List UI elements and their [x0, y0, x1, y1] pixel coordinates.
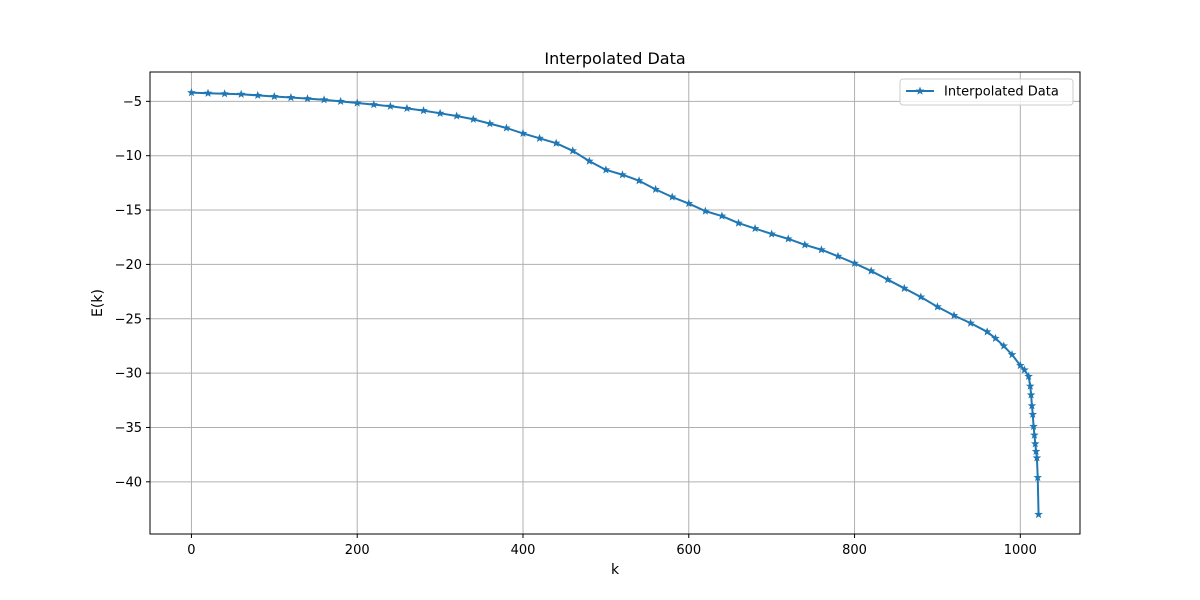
- data-point-star: [485, 119, 495, 128]
- data-point-star: [949, 311, 959, 320]
- data-point-star: [833, 251, 843, 260]
- data-point-star: [236, 89, 246, 98]
- data-point-star: [352, 98, 362, 107]
- legend-star-icon: [915, 86, 925, 95]
- data-point-star: [1007, 350, 1017, 359]
- x-tick-label: 1000: [1004, 543, 1037, 558]
- data-point-star: [900, 283, 909, 292]
- y-axis-label: E(k): [90, 289, 106, 317]
- data-point-star: [303, 94, 312, 103]
- data-point-star: [435, 108, 445, 117]
- data-point-star: [1030, 430, 1039, 439]
- data-point-star: [1024, 371, 1033, 381]
- y-tick-label: −25: [115, 312, 142, 327]
- data-point-star: [1026, 390, 1036, 399]
- data-point-star: [667, 192, 677, 201]
- y-tick-label: −30: [115, 367, 142, 382]
- y-tick-label: −15: [115, 204, 142, 219]
- data-point-star: [518, 128, 528, 138]
- data-point-star: [187, 88, 196, 97]
- x-axis-label: k: [611, 562, 620, 578]
- y-tick-label: −10: [115, 149, 142, 164]
- y-tick-label: −35: [115, 421, 142, 436]
- data-point-star: [1030, 439, 1040, 448]
- legend-label: Interpolated Data: [944, 85, 1059, 100]
- data-point-star: [336, 96, 345, 105]
- y-tick-label: −20: [115, 258, 142, 273]
- data-point-star: [634, 176, 644, 185]
- data-point-star: [601, 165, 611, 174]
- y-tick-label: −5: [123, 95, 142, 110]
- data-point-star: [883, 275, 892, 284]
- data-point-star: [734, 218, 743, 227]
- data-point-star: [319, 95, 329, 104]
- data-point-star: [585, 156, 594, 165]
- data-point-star: [999, 341, 1009, 350]
- data-point-star: [286, 93, 296, 102]
- data-point-star: [220, 89, 229, 98]
- data-point-star: [750, 224, 760, 233]
- data-point-star: [701, 206, 710, 215]
- data-point-star: [966, 318, 975, 327]
- plot-frame: [149, 71, 1081, 535]
- data-point-star: [866, 266, 876, 275]
- data-point-star: [933, 302, 942, 311]
- data-point-star: [817, 245, 826, 254]
- data-point-star: [402, 103, 412, 113]
- data-point-star: [684, 199, 694, 208]
- data-point-star: [916, 292, 926, 301]
- data-point-star: [568, 146, 578, 155]
- chart-title: Interpolated Data: [544, 49, 685, 68]
- series-layer: [187, 88, 1043, 519]
- data-point-star: [991, 333, 1000, 342]
- data-point-star: [1028, 409, 1038, 419]
- data-point-star: [203, 88, 213, 97]
- data-point-star: [551, 138, 561, 147]
- data-point-star: [502, 123, 511, 132]
- data-point-star: [369, 100, 379, 109]
- legend: Interpolated Data: [899, 78, 1074, 106]
- data-point-star: [1034, 509, 1043, 519]
- data-point-star: [618, 170, 627, 179]
- x-tick-label: 200: [345, 543, 370, 558]
- data-point-star: [1027, 401, 1037, 410]
- data-point-star: [386, 101, 395, 110]
- data-point-star: [767, 229, 776, 238]
- data-point-star: [1025, 381, 1035, 390]
- data-point-star: [452, 111, 461, 120]
- ticks: 0 200 400 600 800 1000 −5 −10 −15 −20 −25 −30 −35 −40: [115, 95, 1037, 558]
- data-point-star: [783, 234, 793, 243]
- data-point-star: [651, 184, 660, 194]
- data-point-star: [468, 114, 478, 123]
- data-point-star: [1020, 365, 1029, 374]
- data-point-star: [1029, 421, 1038, 431]
- legend-box: [899, 78, 1074, 106]
- data-point-star: [1031, 446, 1041, 456]
- data-point-star: [419, 106, 428, 115]
- data-point-star: [717, 211, 727, 220]
- y-tick-label: −40: [115, 475, 142, 490]
- data-point-star: [1032, 453, 1042, 462]
- x-tick-label: 800: [842, 543, 867, 558]
- x-tick-label: 0: [187, 543, 195, 558]
- data-point-star: [850, 258, 859, 267]
- data-point-star: [800, 240, 810, 249]
- data-point-star: [982, 327, 992, 336]
- data-point-star: [1033, 472, 1043, 482]
- x-tick-label: 400: [511, 543, 536, 558]
- data-point-star: [535, 133, 544, 142]
- data-point-star: [270, 91, 279, 101]
- data-point-star: [253, 90, 263, 100]
- x-tick-label: 600: [676, 543, 701, 558]
- data-point-star: [1016, 361, 1025, 370]
